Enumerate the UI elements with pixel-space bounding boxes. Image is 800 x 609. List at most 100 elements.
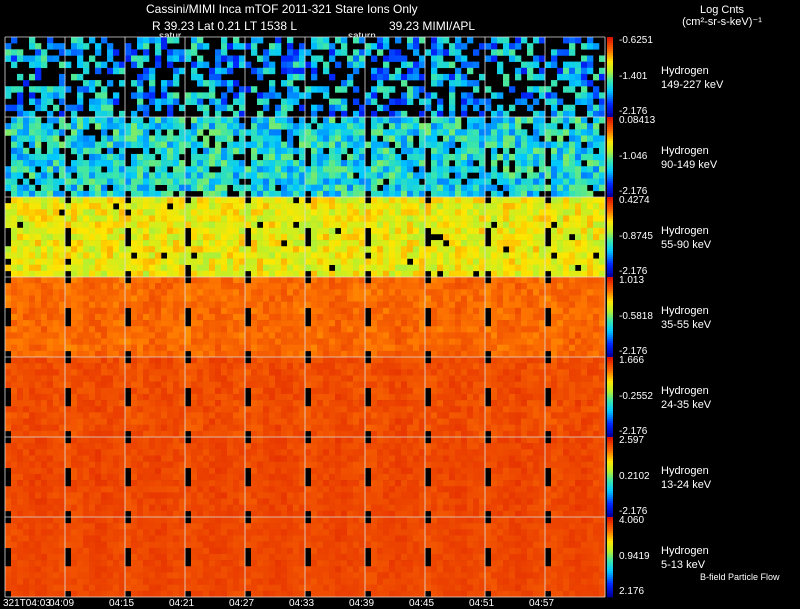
heatmap-cell bbox=[587, 246, 594, 253]
heatmap-cell bbox=[389, 338, 396, 345]
heatmap-cell bbox=[569, 326, 576, 333]
heatmap-cell bbox=[485, 172, 492, 179]
heatmap-cell bbox=[521, 190, 528, 198]
heatmap-cell bbox=[167, 375, 174, 382]
heatmap-cell bbox=[437, 49, 444, 56]
heatmap-cell bbox=[191, 37, 198, 44]
heatmap-cell bbox=[41, 381, 48, 389]
heatmap-cell bbox=[89, 240, 96, 247]
heatmap-cell bbox=[185, 301, 192, 309]
heatmap-cell bbox=[503, 270, 510, 278]
heatmap-cell bbox=[245, 326, 252, 333]
heatmap-cell bbox=[281, 307, 288, 315]
heatmap-cell bbox=[371, 172, 378, 179]
heatmap-cell bbox=[395, 123, 402, 130]
heatmap-cell bbox=[461, 301, 468, 309]
heatmap-cell bbox=[107, 357, 114, 364]
heatmap-cell bbox=[377, 80, 384, 87]
heatmap-cell bbox=[179, 406, 186, 413]
heatmap-cell bbox=[437, 61, 444, 69]
heatmap-cell bbox=[119, 412, 126, 419]
heatmap-cell bbox=[533, 246, 540, 253]
heatmap-cell bbox=[449, 320, 456, 327]
heatmap-cell bbox=[479, 246, 486, 253]
heatmap-cell bbox=[533, 117, 540, 124]
heatmap-cell bbox=[5, 369, 12, 376]
heatmap-cell bbox=[467, 67, 474, 75]
heatmap-cell bbox=[263, 252, 270, 259]
heatmap-cell bbox=[215, 381, 222, 389]
heatmap-cell bbox=[311, 215, 318, 222]
heatmap-cell bbox=[497, 61, 504, 69]
heatmap-cell bbox=[47, 110, 54, 118]
heatmap-cell bbox=[173, 37, 180, 44]
heatmap-cell bbox=[371, 55, 378, 62]
heatmap-cell bbox=[245, 283, 252, 290]
heatmap-cell bbox=[107, 307, 114, 315]
heatmap-cell bbox=[377, 233, 384, 241]
heatmap-cell bbox=[65, 363, 72, 370]
heatmap-cell bbox=[599, 197, 606, 204]
heatmap-cell bbox=[455, 197, 462, 204]
heatmap-cell bbox=[215, 240, 222, 247]
heatmap-cell bbox=[83, 178, 90, 185]
heatmap-cell bbox=[395, 332, 402, 339]
heatmap-cell bbox=[449, 86, 456, 93]
heatmap-cell bbox=[233, 123, 240, 130]
heatmap-cell bbox=[257, 344, 264, 352]
colorbar-segment bbox=[607, 207, 613, 210]
heatmap-cell bbox=[485, 123, 492, 130]
heatmap-cell bbox=[53, 252, 60, 259]
heatmap-cell bbox=[527, 227, 534, 235]
heatmap-cell bbox=[599, 172, 606, 179]
heatmap-cell bbox=[257, 338, 264, 345]
heatmap-cell bbox=[569, 209, 576, 216]
heatmap-cell bbox=[437, 147, 444, 155]
heatmap-cell bbox=[101, 344, 108, 352]
heatmap-cell bbox=[269, 92, 276, 99]
heatmap-cell bbox=[449, 289, 456, 296]
heatmap-cell bbox=[599, 283, 606, 290]
heatmap-cell bbox=[425, 135, 432, 142]
heatmap-cell bbox=[449, 184, 456, 192]
heatmap-cell bbox=[215, 375, 222, 382]
colorbar-segment bbox=[607, 257, 613, 260]
heatmap-cell bbox=[299, 172, 306, 179]
heatmap-cell bbox=[341, 37, 348, 44]
heatmap-cell bbox=[437, 117, 444, 124]
heatmap-cell bbox=[131, 313, 138, 321]
heatmap-cell bbox=[239, 381, 246, 389]
heatmap-cell bbox=[317, 184, 324, 192]
heatmap-cell bbox=[5, 184, 12, 192]
heatmap-cell bbox=[539, 129, 546, 136]
heatmap-cell bbox=[329, 221, 336, 229]
heatmap-cell bbox=[449, 295, 456, 302]
heatmap-cell bbox=[521, 129, 528, 136]
heatmap-cell bbox=[515, 117, 522, 124]
heatmap-cell bbox=[413, 123, 420, 130]
heatmap-cell bbox=[89, 307, 96, 315]
heatmap-cell bbox=[155, 424, 162, 432]
heatmap-cell bbox=[581, 123, 588, 130]
heatmap-cell bbox=[569, 338, 576, 345]
heatmap-cell bbox=[353, 240, 360, 247]
heatmap-cell bbox=[527, 252, 534, 259]
heatmap-cell bbox=[515, 332, 522, 339]
heatmap-cell bbox=[431, 55, 438, 62]
colorbar-segment bbox=[607, 95, 613, 98]
heatmap-cell bbox=[413, 215, 420, 222]
heatmap-cell bbox=[59, 172, 66, 179]
heatmap-cell bbox=[179, 67, 186, 75]
heatmap-cell bbox=[497, 227, 504, 235]
heatmap-cell bbox=[29, 172, 36, 179]
heatmap-cell bbox=[503, 147, 510, 155]
heatmap-cell bbox=[239, 418, 246, 425]
heatmap-cell bbox=[557, 252, 564, 259]
heatmap-cell bbox=[293, 73, 300, 81]
heatmap-cell bbox=[125, 289, 132, 296]
heatmap-cell bbox=[185, 172, 192, 179]
heatmap-cell bbox=[371, 184, 378, 192]
heatmap-cell bbox=[377, 209, 384, 216]
heatmap-cell bbox=[233, 141, 240, 149]
heatmap-cell bbox=[593, 295, 600, 302]
